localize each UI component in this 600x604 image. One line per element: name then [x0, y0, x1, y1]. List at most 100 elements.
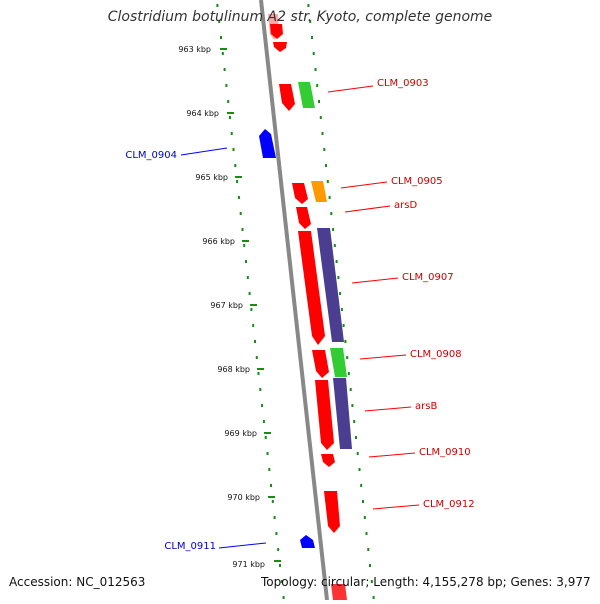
left-dotted-track: [216, 4, 285, 599]
track-dot: [330, 212, 333, 215]
track-dot: [319, 116, 322, 119]
track-dot: [250, 308, 253, 311]
track-dot: [216, 4, 219, 7]
track-dot: [279, 564, 281, 567]
gene-arrow-forward-long[interactable]: [298, 231, 325, 345]
scale-tick: 963 kbp: [178, 45, 227, 54]
track-dot: [264, 436, 267, 439]
genome-backbone: [259, 0, 329, 601]
track-dot: [237, 196, 240, 199]
track-dot: [311, 36, 313, 39]
gene-arrow-forward[interactable]: [312, 350, 329, 378]
gene-arrow-clm-0910[interactable]: [321, 454, 335, 467]
track-dot: [312, 52, 315, 55]
scale-tick-label: 963 kbp: [178, 45, 211, 54]
gene-arrow-reverse-clm-0911[interactable]: [300, 535, 315, 548]
gene-label-clm-0911[interactable]: CLM_0911: [164, 541, 216, 552]
scale-tick: 969 kbp: [224, 429, 271, 438]
track-dot: [236, 180, 239, 183]
gene-label-clm-0908[interactable]: CLM_0908: [410, 349, 462, 360]
gene-arrow-clm-0912[interactable]: [324, 491, 340, 533]
track-dot: [243, 244, 246, 247]
gene-box-purple-arsb[interactable]: [333, 378, 352, 449]
gene-label-clm-0905[interactable]: CLM_0905: [391, 176, 443, 187]
track-dot: [362, 500, 364, 503]
track-dot: [248, 292, 251, 295]
accession-text: Accession: NC_012563: [9, 575, 146, 589]
right-dotted-track: [307, 4, 375, 599]
track-dot: [342, 324, 345, 327]
gene-arrow-forward[interactable]: [292, 183, 308, 204]
scale-tick-label: 971 kbp: [232, 560, 265, 569]
track-dot: [328, 196, 331, 199]
track-dot: [337, 276, 340, 279]
gene-arrow-faded-bottom[interactable]: [331, 584, 347, 600]
gene-arrow-top-2[interactable]: [273, 42, 287, 52]
scale-tick-label: 968 kbp: [217, 365, 250, 374]
track-dot: [280, 580, 283, 583]
track-dot: [245, 260, 247, 263]
gene-label-clm-0910[interactable]: CLM_0910: [419, 447, 471, 458]
gene-arrow-reverse-clm-0904[interactable]: [259, 129, 276, 158]
track-dot: [229, 116, 231, 119]
track-dot: [365, 532, 368, 535]
track-dot: [273, 516, 276, 519]
track-dot: [227, 100, 230, 103]
track-dot: [355, 436, 357, 439]
gene-box-green[interactable]: [298, 82, 315, 108]
gene-label-clm-0904[interactable]: CLM_0904: [125, 150, 177, 161]
gene-label-arsb[interactable]: arsB: [415, 401, 437, 412]
track-dot: [262, 420, 265, 423]
track-dot: [277, 548, 280, 551]
track-dot: [239, 212, 242, 215]
scale-tick: 967 kbp: [210, 301, 257, 310]
track-dot: [318, 100, 320, 103]
gene-labels: CLM_0903 CLM_0904 CLM_0905 arsD CLM_0907…: [125, 78, 474, 552]
scale-tick-label: 964 kbp: [186, 109, 219, 118]
gene-box-green-clm-0908[interactable]: [330, 348, 347, 377]
track-dot: [335, 260, 338, 263]
track-dot: [360, 484, 363, 487]
track-dot: [221, 52, 224, 55]
gene-arrow-arsd[interactable]: [296, 207, 311, 229]
scale-tick: 971 kbp: [232, 560, 281, 569]
gene-label-clm-0912[interactable]: CLM_0912: [423, 499, 475, 510]
label-leader-lines: [180, 85, 420, 549]
track-dot: [271, 500, 274, 503]
gene-box-orange[interactable]: [311, 181, 327, 202]
track-dot: [326, 180, 329, 183]
track-dot: [252, 324, 255, 327]
scale-tick: 970 kbp: [227, 493, 275, 502]
gene-box-purple-clm-0907[interactable]: [317, 228, 344, 342]
gene-arrow-forward-long[interactable]: [315, 380, 334, 450]
track-dot: [344, 340, 347, 343]
gene-label-arsd[interactable]: arsD: [394, 200, 417, 211]
gene-arrow-forward[interactable]: [279, 84, 295, 111]
scale-tick: 968 kbp: [217, 365, 264, 374]
gene-label-clm-0907[interactable]: CLM_0907: [402, 272, 454, 283]
scale-tick-label: 966 kbp: [202, 237, 235, 246]
scale-tick: 966 kbp: [202, 237, 249, 246]
track-dot: [351, 404, 354, 407]
track-dot: [349, 388, 352, 391]
track-dot: [255, 356, 258, 359]
track-dot: [367, 548, 370, 551]
scale-tick-label: 965 kbp: [195, 173, 228, 182]
track-dot: [254, 340, 256, 343]
track-dot: [230, 132, 233, 135]
track-dot: [314, 68, 317, 71]
scale-tick: 964 kbp: [186, 109, 234, 118]
track-dot: [321, 132, 324, 135]
track-dot: [363, 516, 366, 519]
track-dot: [372, 596, 375, 599]
track-dot: [309, 20, 312, 23]
track-dot: [241, 228, 244, 231]
gene-label-clm-0903[interactable]: CLM_0903: [377, 78, 429, 89]
track-dot: [257, 372, 260, 375]
track-dot: [268, 468, 271, 471]
gene-arrow-top-1[interactable]: [270, 24, 283, 39]
track-dot: [347, 372, 350, 375]
scale-tick: 965 kbp: [195, 173, 242, 182]
